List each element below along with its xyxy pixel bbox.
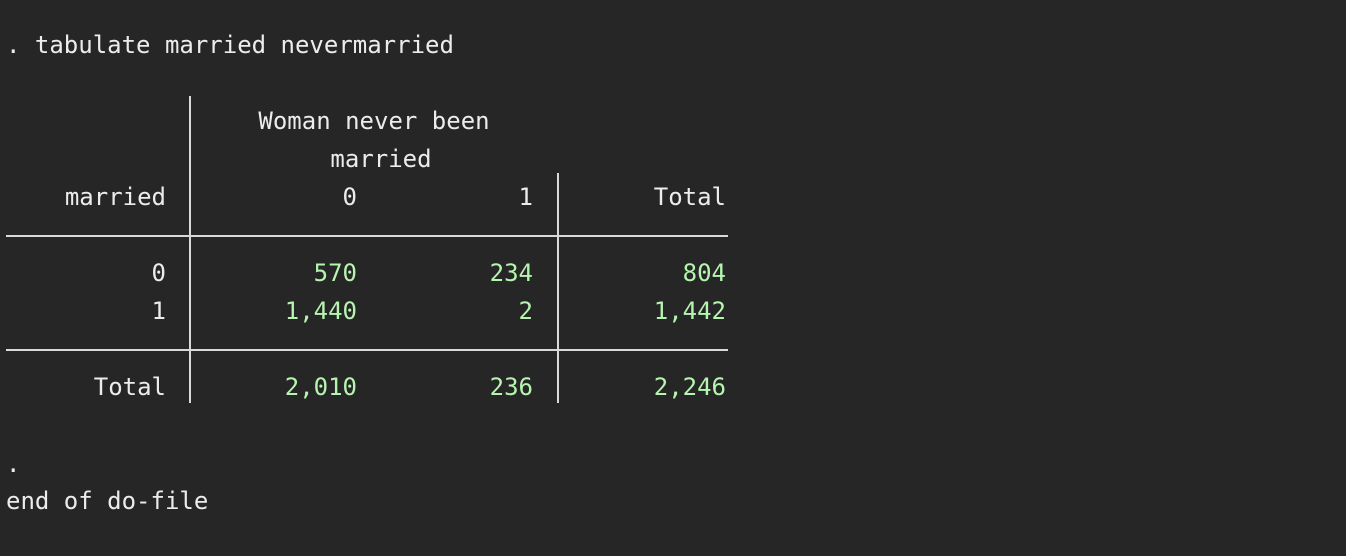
row-variable-header: married (64, 183, 166, 211)
column-variable-label: Woman never been (258, 107, 490, 135)
table-cell-total: 804 (682, 259, 726, 287)
column-variable-label-cont: married (330, 145, 432, 173)
grand-total-cell: 2,246 (653, 373, 726, 401)
table-total-rule (6, 349, 728, 351)
table-cell: 234 (489, 259, 533, 287)
row-label: 0 (151, 259, 166, 287)
column-header: 1 (518, 183, 533, 211)
table-cell: 1,440 (284, 297, 357, 325)
total-cell: 236 (489, 373, 533, 401)
end-of-do-file-message: end of do-file (6, 487, 209, 515)
total-cell: 2,010 (284, 373, 357, 401)
total-row-label: Total (93, 373, 166, 401)
prompt-dot: . (6, 450, 21, 478)
table-cell: 570 (313, 259, 357, 287)
command-line: . tabulate married nevermarried (6, 31, 454, 59)
table-row-header-divider (189, 96, 191, 403)
column-header: 0 (342, 183, 357, 211)
table-cell: 2 (518, 297, 533, 325)
column-header-total: Total (653, 183, 726, 211)
table-header-rule (6, 235, 728, 237)
row-label: 1 (151, 297, 166, 325)
table-cell-total: 1,442 (653, 297, 726, 325)
table-total-divider (557, 173, 559, 403)
